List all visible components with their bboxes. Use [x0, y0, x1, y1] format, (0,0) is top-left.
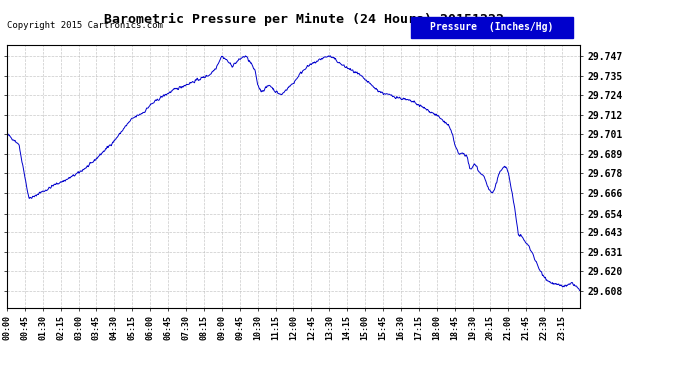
Text: Copyright 2015 Cartronics.com: Copyright 2015 Cartronics.com: [7, 21, 163, 30]
Text: Barometric Pressure per Minute (24 Hours) 20151222: Barometric Pressure per Minute (24 Hours…: [104, 13, 504, 26]
Text: Pressure  (Inches/Hg): Pressure (Inches/Hg): [430, 22, 553, 32]
